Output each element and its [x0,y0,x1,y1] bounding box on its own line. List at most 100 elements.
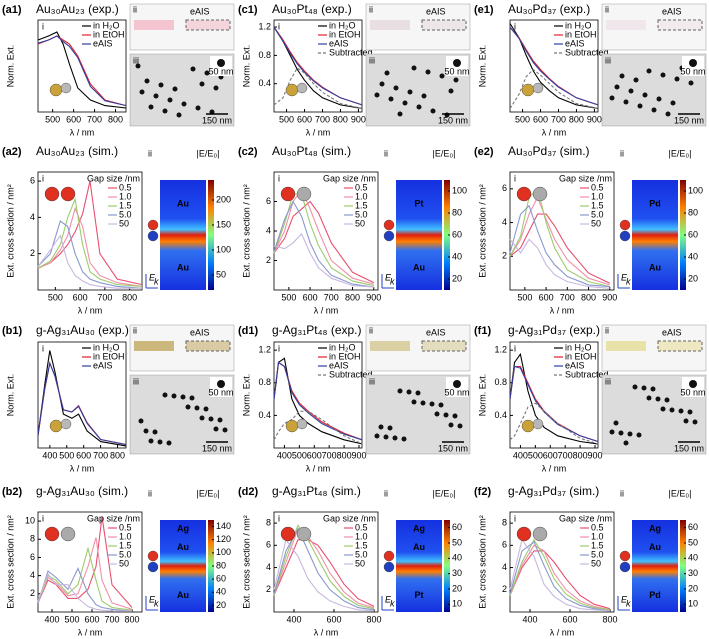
tem-particle [153,93,159,99]
tem-particle [148,104,154,110]
tem-particle [171,393,177,399]
colorbar-tick-label: 30 [688,568,698,578]
x-axis-label: λ / nm [78,305,103,315]
tem-scale: 150 nm [674,115,704,125]
chart-title: g-Ag₃₁Pd₃₇ (sim.) [508,484,599,498]
legend-label: in H₂O [565,342,592,352]
legend-label: 5.0 [591,209,604,219]
colorbar [680,180,686,290]
plot-label: i [278,173,280,183]
tem-particle [384,70,390,76]
legend-label: 1.0 [591,191,604,201]
colorbar-tick-label: 80 [688,207,698,217]
tem-particle [406,389,412,395]
tem-particle [411,399,417,405]
series-line [509,195,610,286]
tem-label: iii [133,376,139,386]
tem-particle [421,93,427,99]
panel-label: (c1) [238,4,258,16]
x-tick-label: 800 [366,614,381,624]
particle-sketch [280,186,296,202]
colorbar-tick-label: 100 [688,185,703,195]
tem-zoom-particle [689,59,697,67]
plot-label: i [514,513,516,523]
tem-particle [388,96,394,102]
y-tick-label: 6 [30,552,35,562]
y-tick-label: 4 [266,562,271,572]
legend-title: Gap size /nm [323,173,376,183]
tem-particle [683,418,689,424]
tem-particle [139,89,145,95]
x-tick-label: 800 [581,292,596,302]
legend-label: 5.0 [119,209,132,219]
x-axis-label: λ / nm [314,627,339,637]
tem-particle [430,108,436,114]
colorbar-tick-label: 20 [688,583,698,593]
colorbar-tick-label: 80 [216,560,226,570]
particle-sketch [532,418,544,430]
sphere-sketch [619,550,631,562]
y-axis-label: Norm. Ext. [241,45,251,88]
legend-title: Gap size /nm [559,173,612,183]
eais-band [657,340,703,352]
map-title: |E/E₀| [433,488,456,498]
tem-label: iii [605,55,611,65]
series-line [37,516,133,608]
colorbar-tick-label: 80 [452,207,462,217]
panel-label: (a2) [2,146,22,158]
tem-particle [646,68,652,74]
tem-zoom-particle [217,380,225,388]
tem-particle [162,392,168,398]
plot-label: i [278,513,280,523]
photo-text: eAIS [190,327,210,337]
plot-label: i [42,21,44,31]
x-tick-label: 800 [345,292,360,302]
legend-label: 50 [355,558,365,568]
field-map [396,520,442,612]
legend-label: in H₂O [93,342,120,352]
x-tick-label: 500 [517,292,532,302]
legend-label: in H₂O [565,20,592,30]
eais-band [421,19,467,31]
photo-label: ii [369,4,373,14]
tem-particle [623,440,629,446]
chart-title: Au₃₀Pt₄₈ (sim.) [272,144,351,158]
tem-zoom-particle [453,380,461,388]
legend-label: 1.0 [119,191,132,201]
x-axis-label: λ / nm [542,127,567,137]
x-tick-label: 700 [551,114,566,124]
series-line [37,220,143,289]
x-tick-label: 900 [588,450,603,460]
plot-frame [37,511,143,613]
cuvette-band [370,20,410,30]
y-axis-label: Ext. cross section / nm² [5,515,15,609]
x-tick-label: 800 [602,614,617,624]
tem-particle [135,63,141,69]
legend-label: eAIS [93,360,113,370]
legend-label: in H₂O [329,20,356,30]
tem-particle [619,73,625,79]
tem-particle [176,112,182,118]
legend-title: Gap size /nm [87,173,140,183]
colorbar-tick-label: 20 [452,583,462,593]
y-tick-label: 2 [502,251,507,261]
photo-label: ii [605,325,609,335]
tem-particle [190,66,196,72]
sphere-sketch [619,219,631,231]
x-tick-label: 600 [543,450,558,460]
tem-particle [199,81,205,87]
y-tick-label: 2 [266,584,271,594]
tem-particle [393,85,399,91]
legend-label: 1.5 [591,200,604,210]
series-line [37,35,127,107]
map-label: ii [384,488,388,498]
y-tick-label: 0.8 [494,377,507,387]
legend-label: 1.0 [119,531,132,541]
colorbar-tick-label: 40 [216,587,226,597]
field-map [396,180,442,290]
colorbar-tick-label: 50 [216,269,226,279]
y-tick-label: 0.8 [258,50,271,60]
particle-sketch [44,526,60,542]
tem-particle [374,92,380,98]
legend-label: 0.5 [591,522,604,532]
